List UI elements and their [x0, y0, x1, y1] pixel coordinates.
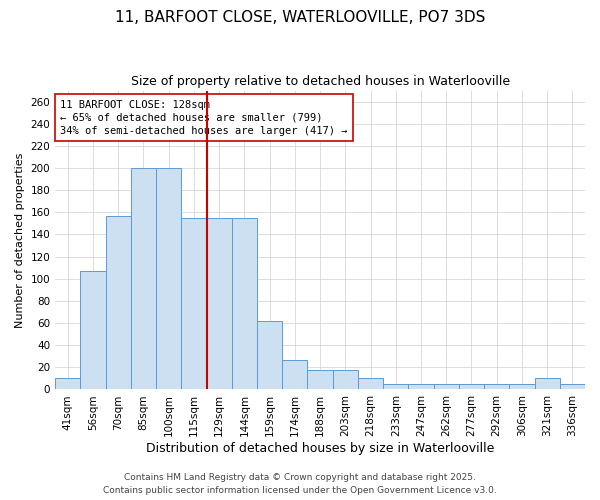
Text: Contains HM Land Registry data © Crown copyright and database right 2025.
Contai: Contains HM Land Registry data © Crown c… [103, 474, 497, 495]
Bar [156, 168, 181, 390]
Bar [535, 378, 560, 390]
Bar [459, 384, 484, 390]
Bar [206, 218, 232, 390]
Bar [131, 168, 156, 390]
Bar [232, 218, 257, 390]
Bar [55, 378, 80, 390]
Bar [257, 321, 282, 390]
Bar [383, 384, 409, 390]
Bar [484, 384, 509, 390]
Bar [434, 384, 459, 390]
Bar [509, 384, 535, 390]
X-axis label: Distribution of detached houses by size in Waterlooville: Distribution of detached houses by size … [146, 442, 494, 455]
Bar [106, 216, 131, 390]
Bar [282, 360, 307, 390]
Bar [307, 370, 332, 390]
Bar [332, 370, 358, 390]
Bar [80, 271, 106, 390]
Bar [409, 384, 434, 390]
Bar [358, 378, 383, 390]
Bar [181, 218, 206, 390]
Text: 11, BARFOOT CLOSE, WATERLOOVILLE, PO7 3DS: 11, BARFOOT CLOSE, WATERLOOVILLE, PO7 3D… [115, 10, 485, 25]
Y-axis label: Number of detached properties: Number of detached properties [15, 152, 25, 328]
Bar [560, 384, 585, 390]
Title: Size of property relative to detached houses in Waterlooville: Size of property relative to detached ho… [131, 75, 509, 88]
Text: 11 BARFOOT CLOSE: 128sqm
← 65% of detached houses are smaller (799)
34% of semi-: 11 BARFOOT CLOSE: 128sqm ← 65% of detach… [61, 100, 348, 136]
